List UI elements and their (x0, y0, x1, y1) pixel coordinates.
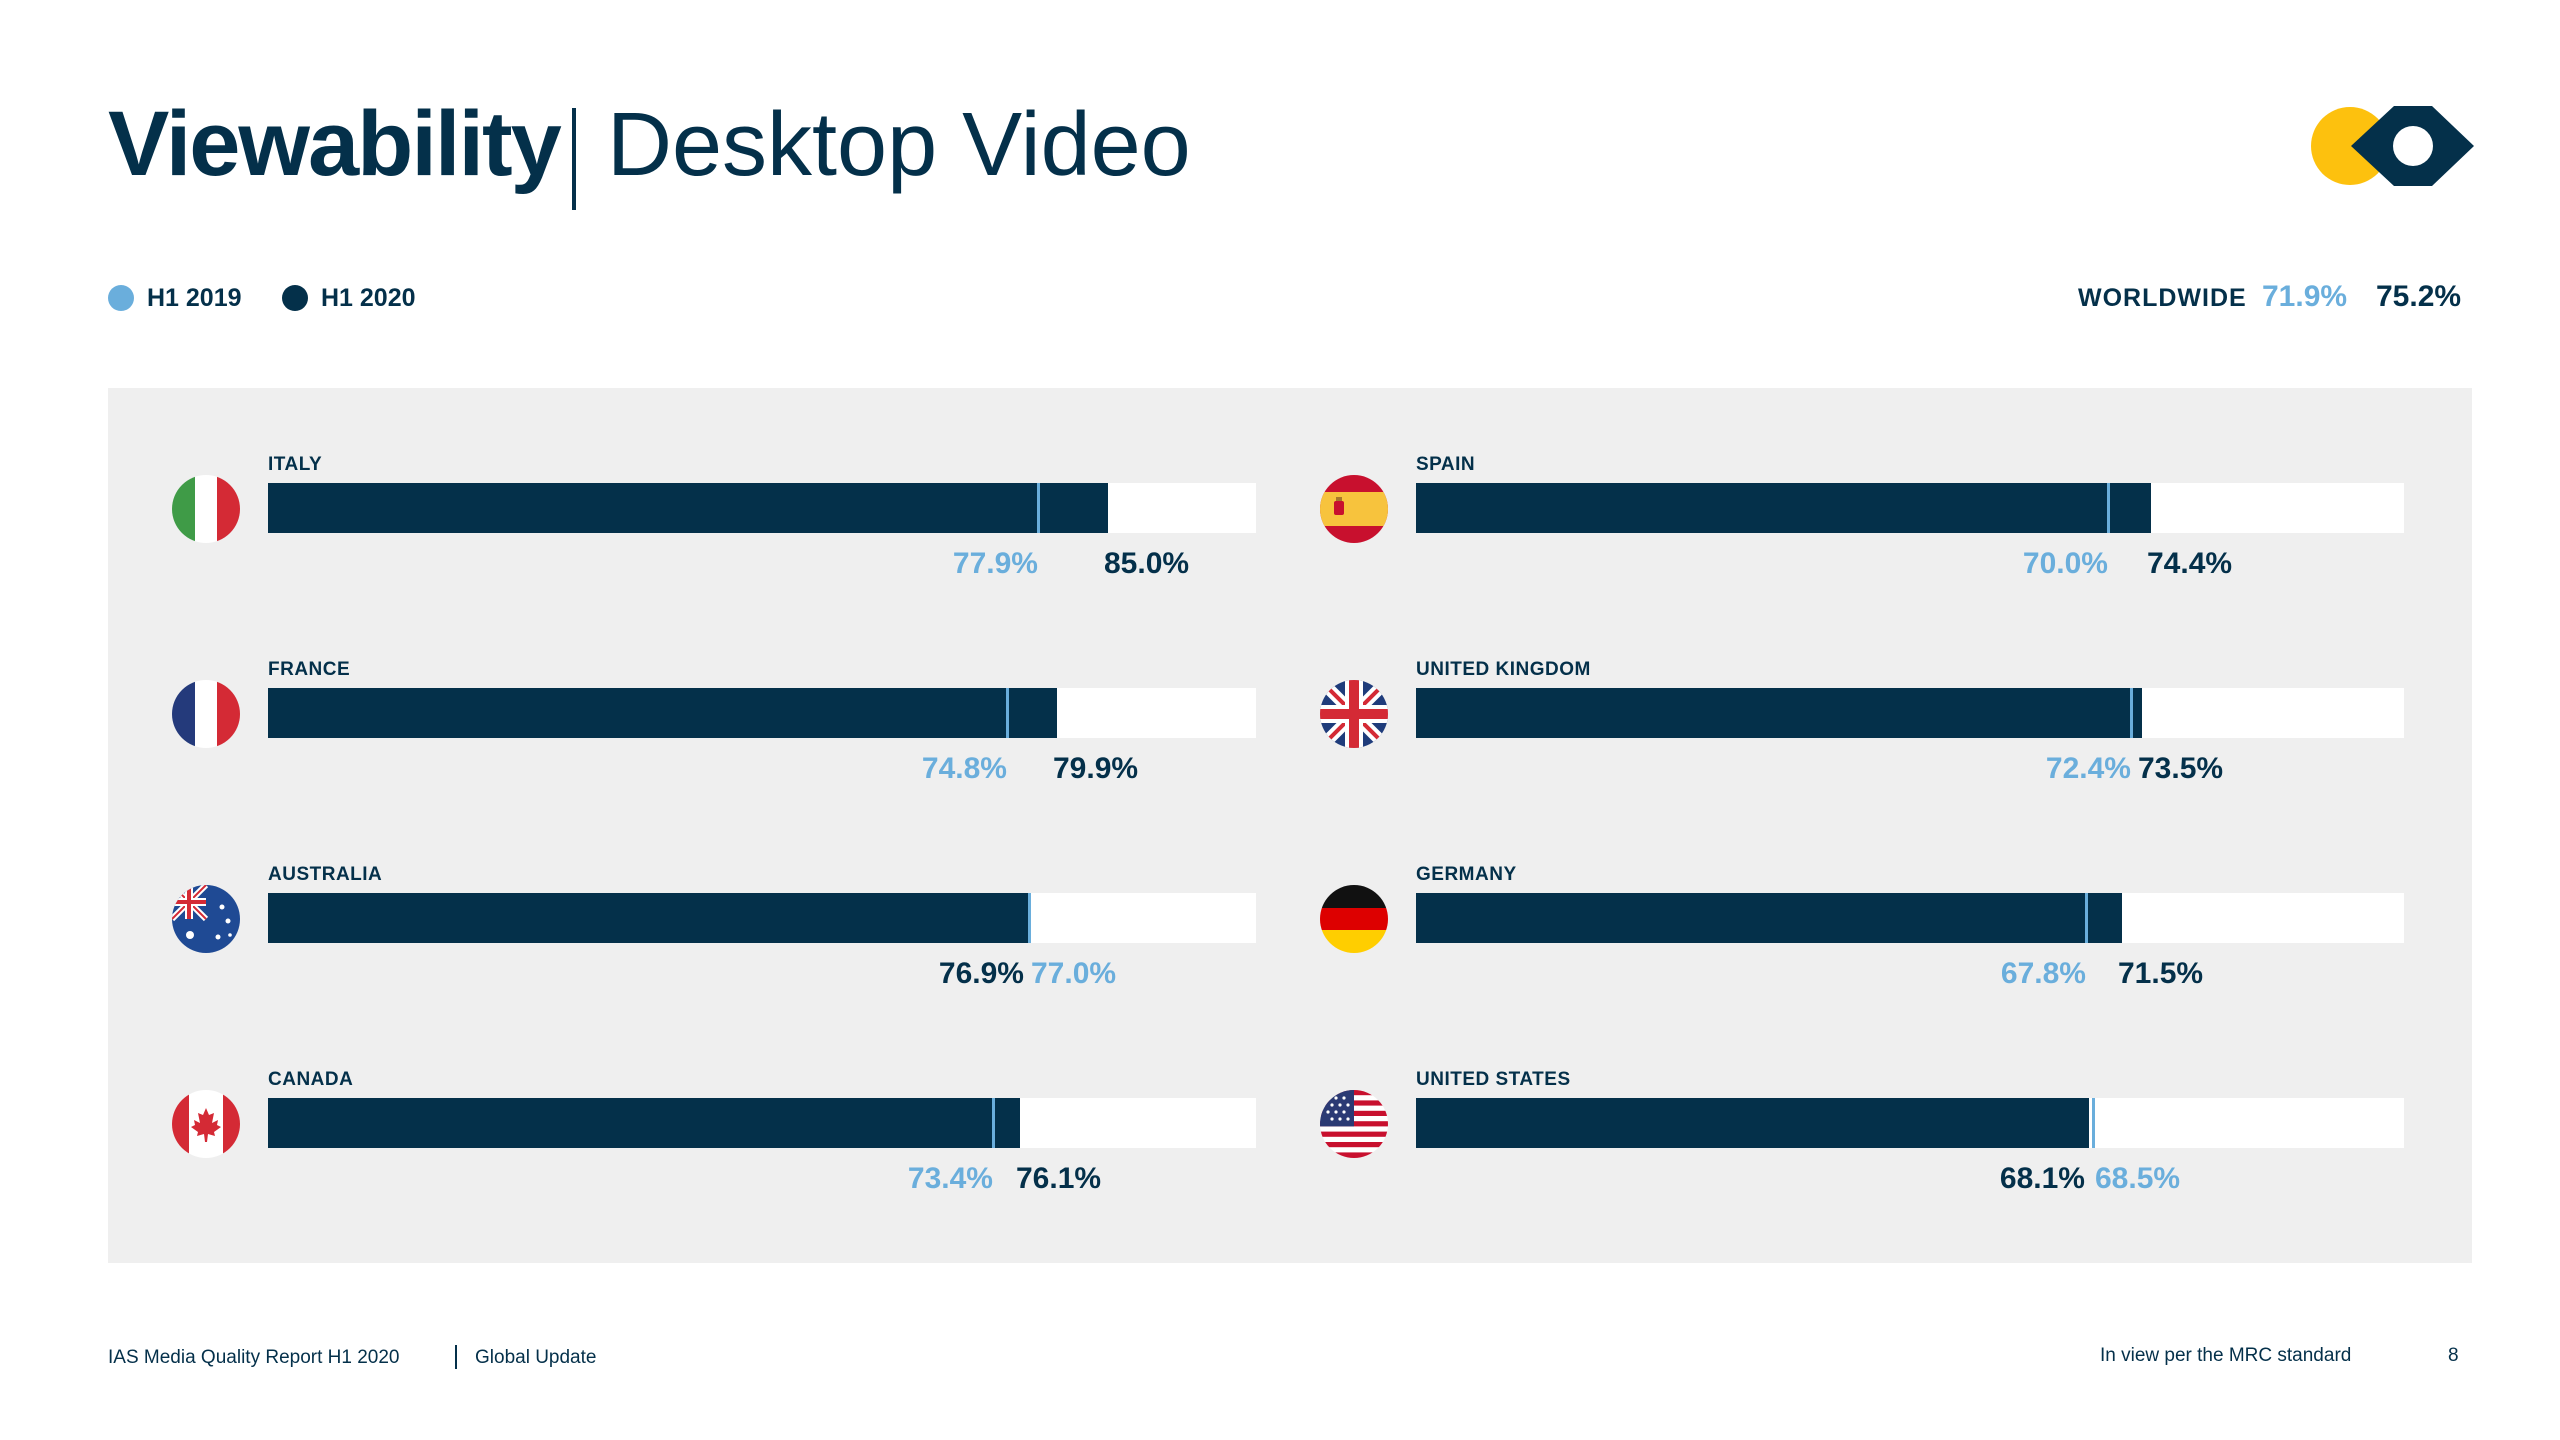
bar-h1-2020-france (268, 688, 1057, 738)
value-h1-2020-italy: 85.0% (1104, 547, 1190, 580)
country-label-united-states: UNITED STATES (1416, 1069, 1571, 1090)
footer-section: Global Update (475, 1347, 597, 1368)
marker-h1-2019-australia (1028, 893, 1031, 943)
value-h1-2019-france: 74.8% (921, 752, 1007, 785)
worldwide-label: WORLDWIDE (2078, 284, 2247, 312)
logo-yellow-circle (2311, 107, 2389, 185)
bar-h1-2020-united-kingdom (1416, 688, 2142, 738)
title-divider (572, 108, 576, 210)
legend-label-h1-2019: H1 2019 (147, 284, 242, 312)
germany-flag-icon (1320, 885, 1388, 953)
bar-h1-2020-united-states (1416, 1098, 2089, 1148)
legend-label-h1-2020: H1 2020 (321, 284, 416, 312)
logo-pupil (2393, 126, 2433, 166)
value-h1-2019-united-kingdom: 72.4% (2045, 752, 2131, 785)
france-flag-icon (172, 680, 240, 748)
bar-track-italy (268, 483, 1256, 533)
page-title: Viewability (108, 93, 562, 195)
value-h1-2019-australia: 77.0% (1031, 957, 1117, 990)
bar-h1-2020-australia (268, 893, 1028, 943)
value-h1-2020-spain: 74.4% (2147, 547, 2233, 580)
value-h1-2020-canada: 76.1% (1016, 1162, 1102, 1195)
marker-h1-2019-united-states (2092, 1098, 2095, 1148)
bar-track-united-states (1416, 1098, 2404, 1148)
canada-flag-icon (172, 1090, 240, 1158)
value-h1-2020-australia: 76.9% (938, 957, 1024, 990)
spain-flag-icon (1320, 475, 1388, 543)
marker-h1-2019-france (1006, 688, 1009, 738)
legend-dot-h1-2020 (282, 285, 308, 311)
value-h1-2020-germany: 71.5% (2118, 957, 2204, 990)
marker-h1-2019-spain (2107, 483, 2110, 533)
bar-h1-2020-italy (268, 483, 1108, 533)
page-number: 8 (2448, 1345, 2459, 1366)
bar-track-germany (1416, 893, 2404, 943)
uk-flag-icon (1320, 680, 1388, 748)
marker-h1-2019-germany (2085, 893, 2088, 943)
value-h1-2020-united-states: 68.1% (1999, 1162, 2085, 1195)
country-label-germany: GERMANY (1416, 864, 1517, 885)
value-h1-2019-canada: 73.4% (907, 1162, 993, 1195)
country-label-canada: CANADA (268, 1069, 354, 1090)
country-label-australia: AUSTRALIA (268, 864, 383, 885)
bar-h1-2020-spain (1416, 483, 2151, 533)
marker-h1-2019-canada (992, 1098, 995, 1148)
footer-report-title: IAS Media Quality Report H1 2020 (108, 1347, 400, 1368)
bar-track-france (268, 688, 1256, 738)
footer-divider (455, 1345, 457, 1369)
page-subtitle: Desktop Video (607, 95, 1191, 195)
legend-dot-h1-2019 (108, 285, 134, 311)
footer-note: In view per the MRC standard (2100, 1345, 2352, 1366)
value-h1-2020-france: 79.9% (1053, 752, 1139, 785)
bar-h1-2020-canada (268, 1098, 1020, 1148)
worldwide-h1-2019-value: 71.9% (2262, 280, 2348, 313)
usa-flag-icon (1320, 1090, 1388, 1158)
bar-h1-2020-germany (1416, 893, 2122, 943)
ias-eye-logo (2311, 106, 2474, 186)
value-h1-2020-united-kingdom: 73.5% (2138, 752, 2224, 785)
country-label-france: FRANCE (268, 659, 351, 680)
italy-flag-icon (172, 475, 240, 543)
marker-h1-2019-italy (1037, 483, 1040, 533)
country-label-italy: ITALY (268, 454, 323, 475)
value-h1-2019-italy: 77.9% (952, 547, 1038, 580)
worldwide-h1-2020-value: 75.2% (2376, 280, 2462, 313)
value-h1-2019-united-states: 68.5% (2095, 1162, 2181, 1195)
country-label-spain: SPAIN (1416, 454, 1476, 475)
country-label-united-kingdom: UNITED KINGDOM (1416, 659, 1591, 680)
value-h1-2019-germany: 67.8% (2000, 957, 2086, 990)
bar-track-united-kingdom (1416, 688, 2404, 738)
bar-track-spain (1416, 483, 2404, 533)
bar-track-canada (268, 1098, 1256, 1148)
australia-flag-icon (172, 885, 240, 953)
value-h1-2019-spain: 70.0% (2022, 547, 2108, 580)
bar-track-australia (268, 893, 1256, 943)
marker-h1-2019-united-kingdom (2130, 688, 2133, 738)
